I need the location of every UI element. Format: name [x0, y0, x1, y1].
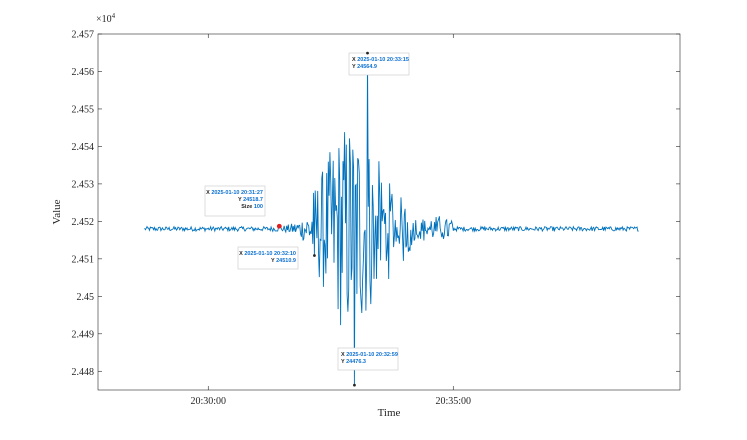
- datatip-row: X 2025-01-10 20:31:27: [206, 190, 263, 196]
- x-tick-label: 20:35:00: [435, 396, 471, 407]
- datatip[interactable]: X 2025-01-10 20:32:59Y 24476.3: [337, 347, 399, 387]
- y-tick-label: 2.453: [72, 179, 95, 190]
- datatip-row: Y 24510.9: [271, 258, 296, 264]
- datatip-box: [237, 246, 299, 270]
- y-tick-label: 2.457: [72, 30, 95, 41]
- y-tick-label: 2.456: [72, 67, 95, 78]
- series-line: [144, 53, 639, 386]
- highlight-marker: [276, 223, 282, 229]
- datatip-row: Y 24476.3: [341, 359, 366, 365]
- y-tick-label: 2.451: [72, 254, 95, 265]
- y-tick-label: 2.454: [72, 142, 95, 153]
- datatip-row: X 2025-01-10 20:32:10: [239, 251, 296, 257]
- datatip-box: [348, 52, 410, 76]
- datatip[interactable]: X 2025-01-10 20:33:15Y 24564.9: [348, 51, 410, 76]
- datatip-row: Y 24564.9: [352, 64, 377, 70]
- datatip-box: [337, 347, 399, 371]
- datatip-row: Y 24518.7: [238, 197, 263, 203]
- datatip-box: [204, 185, 266, 217]
- x-axis: 20:30:00 20:35:00: [190, 34, 471, 407]
- y-axis: 2.448 2.449 2.45 2.451 2.452 2.453 2.454 2.455 2…: [72, 30, 680, 378]
- datatip-row: Size 100: [241, 204, 263, 210]
- datatip-row: X 2025-01-10 20:33:15: [352, 57, 409, 63]
- x-axis-label: Time: [378, 407, 401, 419]
- datatip-anchor: [353, 383, 356, 387]
- y-tick-label: 2.449: [72, 329, 95, 340]
- y-axis-label: Value: [51, 199, 63, 224]
- y-tick-label: 2.448: [72, 367, 95, 378]
- datatip-row: X 2025-01-10 20:32:59: [341, 352, 398, 358]
- y-tick-label: 2.455: [72, 104, 95, 115]
- datatip[interactable]: X 2025-01-10 20:32:10Y 24510.9: [237, 246, 316, 270]
- y-tick-label: 2.452: [72, 217, 95, 228]
- y-exponent-label: ×104: [96, 12, 116, 25]
- datatip-anchor: [366, 51, 369, 55]
- datatip-anchor: [313, 254, 316, 257]
- x-tick-label: 20:30:00: [190, 396, 226, 407]
- y-tick-label: 2.45: [77, 292, 95, 303]
